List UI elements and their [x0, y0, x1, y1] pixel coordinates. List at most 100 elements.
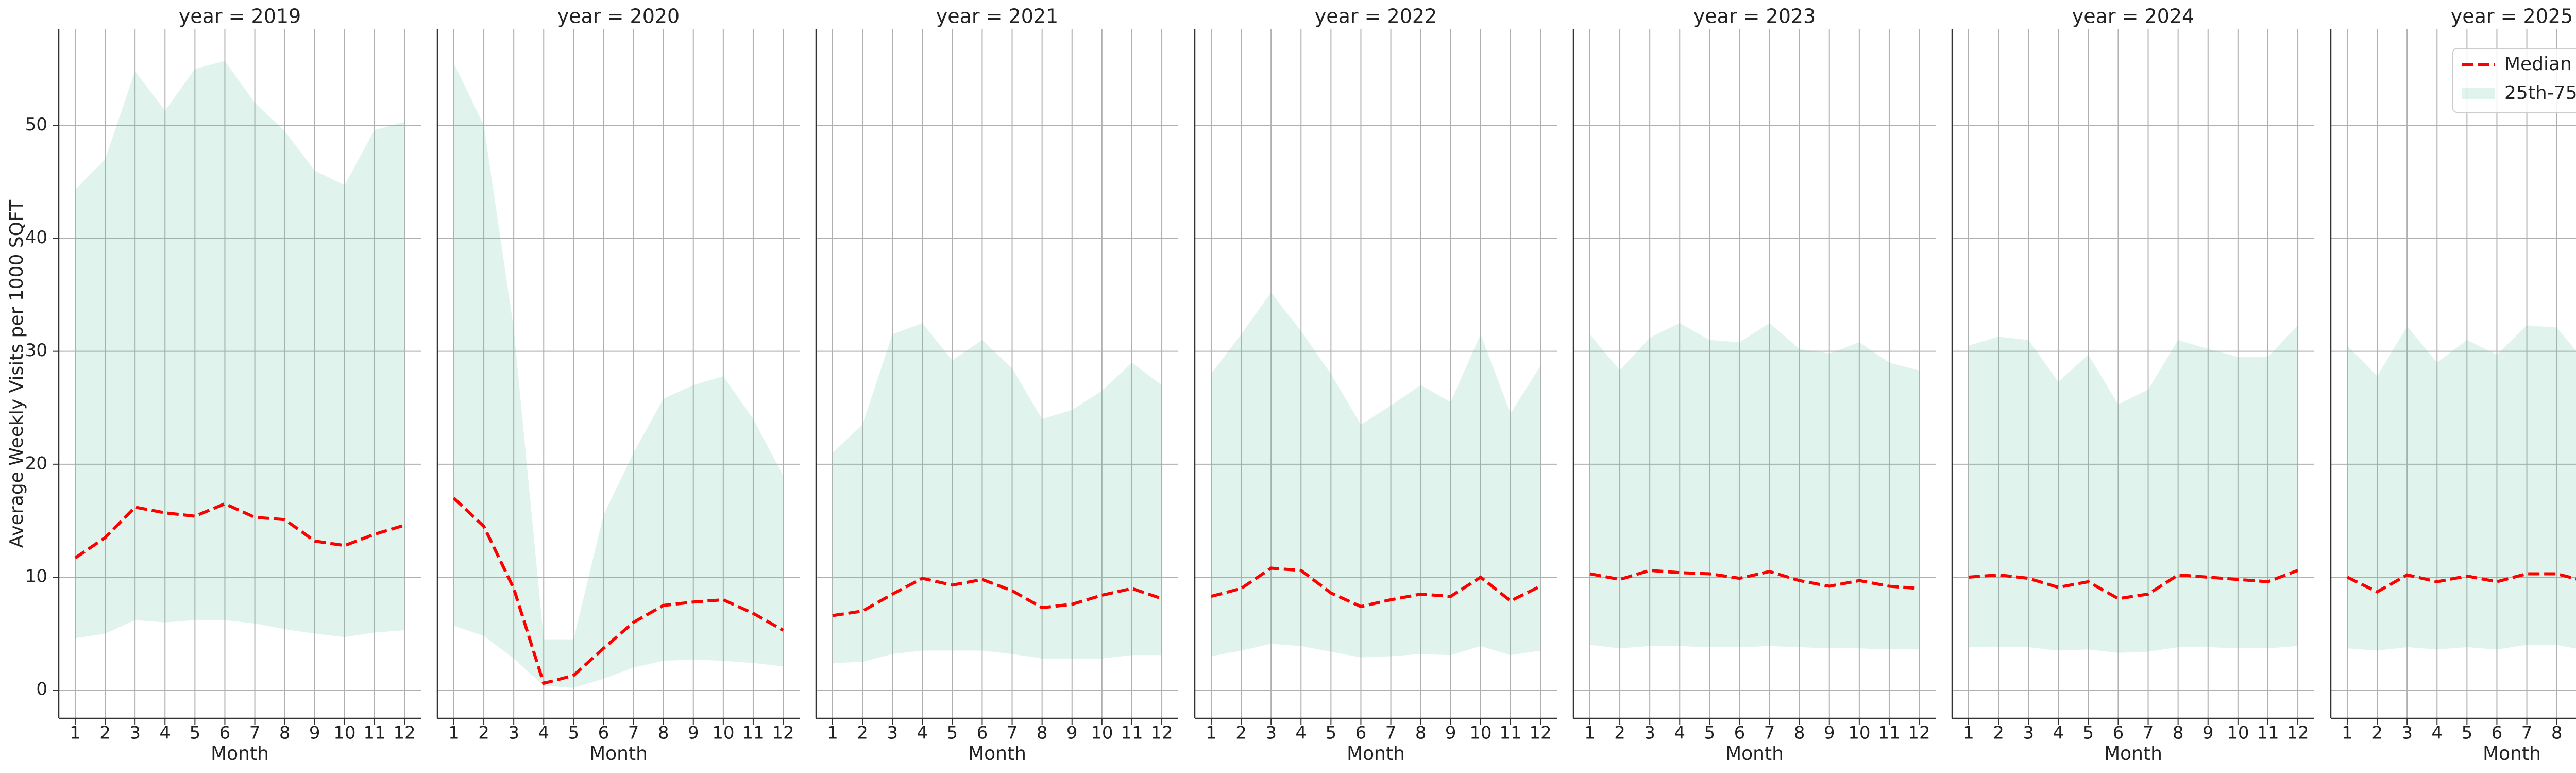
median-line	[1968, 569, 2299, 600]
median-line	[452, 497, 784, 685]
percentile-band	[1211, 292, 1541, 658]
x-axis-label: Month	[968, 743, 1026, 764]
x-tick-label: 7	[628, 723, 639, 744]
x-tick-label: 3	[2401, 723, 2413, 744]
x-tick-label: 12	[1908, 723, 1930, 744]
x-tick-label: 6	[1734, 723, 1745, 744]
x-tick-label: 4	[1674, 723, 1685, 744]
median-line	[1211, 566, 1541, 609]
x-tick-label: 1	[448, 723, 460, 744]
panel-title: year = 2024	[2072, 5, 2194, 28]
x-tick-label: 10	[712, 723, 734, 744]
x-axis-label: Month	[211, 743, 269, 764]
x-tick-label: 2	[1614, 723, 1625, 744]
panel-title: year = 2022	[1315, 5, 1437, 28]
percentile-band	[832, 323, 1162, 663]
x-axis-label: Month	[2104, 743, 2162, 764]
x-tick-label: 9	[1066, 723, 1078, 744]
x-tick-label: 3	[1265, 723, 1277, 744]
x-tick-label: 11	[363, 723, 385, 744]
x-tick-label: 6	[2492, 723, 2503, 744]
x-tick-label: 8	[1794, 723, 1805, 744]
x-tick-label: 2	[2371, 723, 2383, 744]
panel-title: year = 2019	[179, 5, 301, 28]
x-tick-label: 2	[1235, 723, 1247, 744]
x-tick-label: 3	[129, 723, 141, 744]
panel-title: year = 2025	[2451, 5, 2573, 28]
legend-swatch	[2462, 88, 2495, 99]
x-tick-label: 8	[1415, 723, 1427, 744]
x-tick-label: 7	[1385, 723, 1397, 744]
y-axis-label: Average Weekly Visits per 1000 SQFT	[6, 199, 27, 548]
x-tick-label: 11	[1878, 723, 1900, 744]
x-axis-label: Month	[2483, 743, 2541, 764]
median-line	[1589, 568, 1920, 590]
x-tick-label: 3	[887, 723, 898, 744]
x-axis-label: Month	[589, 743, 648, 764]
x-tick-label: 5	[1704, 723, 1716, 744]
x-tick-label: 6	[598, 723, 609, 744]
x-tick-label: 4	[538, 723, 549, 744]
percentile-band	[1968, 325, 2298, 653]
x-tick-label: 12	[2286, 723, 2309, 744]
x-tick-label: 5	[190, 723, 201, 744]
x-tick-label: 6	[2113, 723, 2124, 744]
panel-title: year = 2021	[936, 5, 1058, 28]
x-tick-label: 2	[478, 723, 489, 744]
y-tick-label: 30	[25, 340, 47, 361]
x-tick-label: 8	[658, 723, 669, 744]
y-tick-label: 20	[25, 453, 47, 474]
x-tick-label: 3	[508, 723, 519, 744]
x-tick-label: 5	[1326, 723, 1337, 744]
x-tick-label: 1	[1206, 723, 1217, 744]
x-tick-label: 9	[309, 723, 320, 744]
x-tick-label: 1	[1963, 723, 1974, 744]
percentile-band	[1589, 323, 1920, 650]
x-tick-label: 6	[977, 723, 988, 744]
x-tick-label: 9	[2202, 723, 2214, 744]
x-tick-label: 12	[772, 723, 794, 744]
x-tick-label: 10	[1469, 723, 1492, 744]
x-tick-label: 7	[2521, 723, 2533, 744]
x-tick-label: 10	[2227, 723, 2249, 744]
x-axis-label: Month	[1347, 743, 1405, 764]
x-tick-label: 3	[2023, 723, 2034, 744]
x-tick-label: 11	[1499, 723, 1521, 744]
x-tick-label: 11	[2257, 723, 2279, 744]
x-tick-label: 1	[1584, 723, 1596, 744]
x-tick-label: 1	[2342, 723, 2353, 744]
x-tick-label: 2	[1993, 723, 2004, 744]
x-tick-label: 4	[1295, 723, 1307, 744]
y-tick-label: 0	[36, 679, 47, 700]
x-tick-label: 10	[1848, 723, 1870, 744]
x-tick-label: 9	[1445, 723, 1456, 744]
legend-label: Median	[2504, 54, 2572, 75]
x-tick-label: 9	[688, 723, 699, 744]
y-tick-label: 50	[25, 114, 47, 135]
x-tick-label: 12	[393, 723, 415, 744]
y-tick-label: 40	[25, 227, 47, 248]
x-tick-label: 12	[1150, 723, 1173, 744]
x-tick-label: 1	[70, 723, 81, 744]
x-tick-label: 8	[2551, 723, 2563, 744]
x-tick-label: 4	[2431, 723, 2443, 744]
panel-title: year = 2020	[557, 5, 680, 28]
median-line	[832, 577, 1163, 617]
panel-title: year = 2023	[1693, 5, 1816, 28]
x-tick-label: 2	[857, 723, 868, 744]
x-tick-label: 7	[1007, 723, 1018, 744]
percentile-band	[453, 63, 784, 688]
x-tick-label: 8	[2173, 723, 2184, 744]
percentile-band	[2347, 325, 2576, 651]
y-tick-label: 10	[25, 566, 47, 587]
x-axis-label: Month	[1725, 743, 1784, 764]
x-tick-label: 2	[99, 723, 111, 744]
x-tick-label: 5	[568, 723, 580, 744]
x-tick-label: 6	[1355, 723, 1367, 744]
median-line	[74, 502, 405, 560]
x-tick-label: 7	[249, 723, 261, 744]
percentile-band	[75, 61, 405, 638]
x-tick-label: 5	[2462, 723, 2473, 744]
